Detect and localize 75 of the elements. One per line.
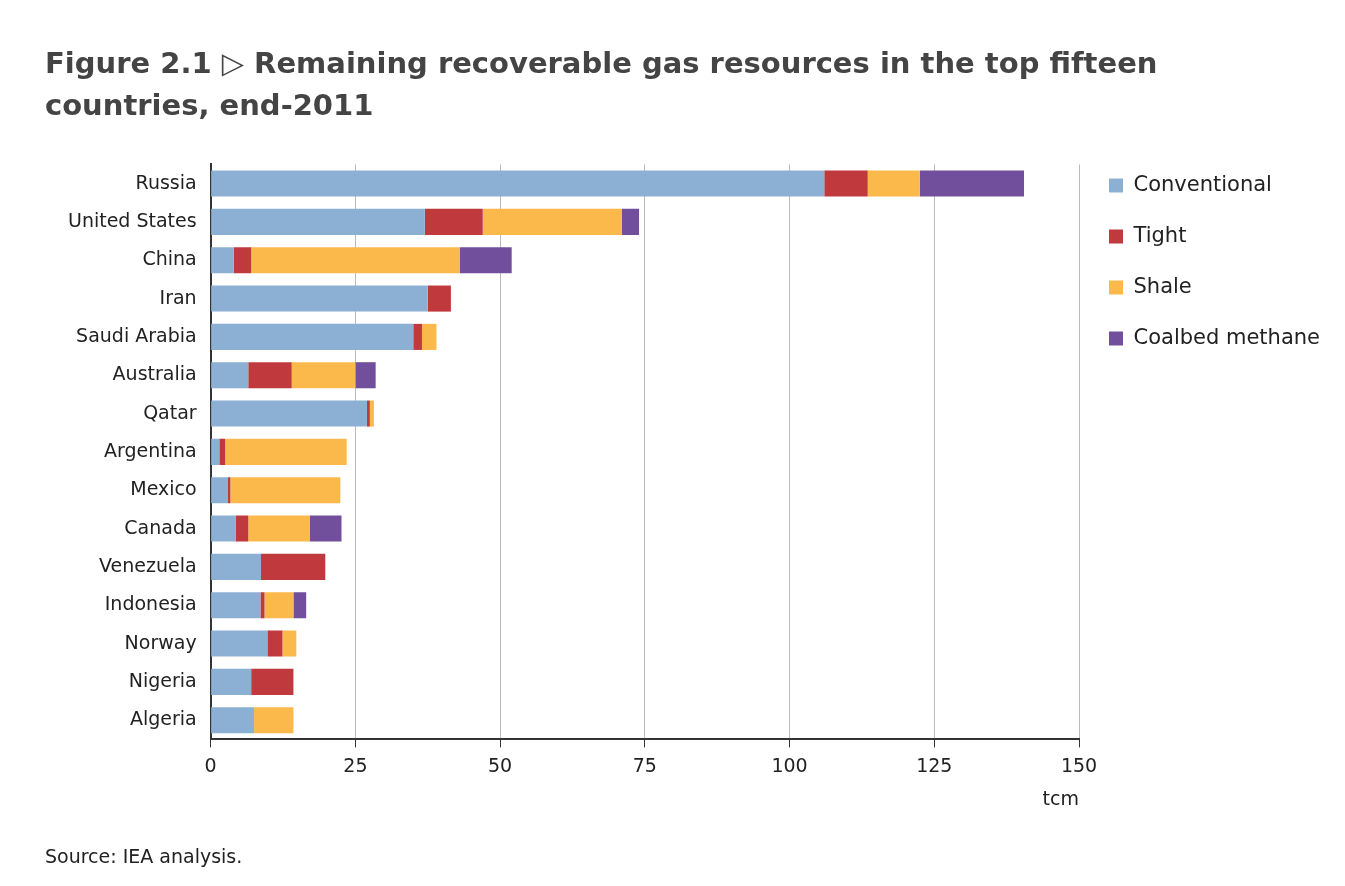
y-tick-label: Nigeria xyxy=(128,668,197,691)
bar xyxy=(235,515,249,542)
bar xyxy=(421,323,437,350)
bar xyxy=(211,477,229,504)
y-tick-label: Saudi Arabia xyxy=(76,323,197,346)
y-tick-label: Algeria xyxy=(129,707,197,730)
bar xyxy=(261,553,326,580)
source-note: Source: IEA analysis. xyxy=(45,845,243,867)
bar xyxy=(211,515,236,542)
bar xyxy=(291,362,356,389)
y-tick-label: Venezuela xyxy=(99,553,197,576)
x-tick-label: 0 xyxy=(204,753,217,776)
bar xyxy=(919,170,1025,197)
y-tick-label: Russia xyxy=(135,170,197,193)
y-tick-label: Iran xyxy=(159,285,197,308)
x-tick-label: 150 xyxy=(1060,753,1098,776)
bar xyxy=(260,592,265,619)
bar xyxy=(211,323,414,350)
bar xyxy=(248,515,310,542)
bar xyxy=(293,592,307,619)
legend-label: Shale xyxy=(1133,273,1192,298)
bar xyxy=(621,208,640,235)
bar xyxy=(211,707,255,734)
bar xyxy=(211,592,261,619)
legend-label: Coalbed methane xyxy=(1133,324,1321,349)
bar xyxy=(413,323,422,350)
y-tick-label: Mexico xyxy=(130,477,197,500)
bar xyxy=(211,400,367,427)
y-tick-label: China xyxy=(142,247,197,270)
bar xyxy=(482,208,622,235)
bar xyxy=(211,170,825,197)
bar xyxy=(282,630,297,657)
bar xyxy=(251,668,294,695)
bar xyxy=(267,630,283,657)
x-tick-label: 100 xyxy=(771,753,808,776)
bar xyxy=(225,438,347,465)
x-tick-label: 25 xyxy=(343,753,368,776)
bar xyxy=(211,668,252,695)
bar xyxy=(211,362,249,389)
bar xyxy=(254,707,294,734)
bar xyxy=(211,247,234,274)
bar xyxy=(230,477,341,504)
bar xyxy=(211,285,428,312)
y-tick-label: Argentina xyxy=(103,438,197,461)
bar xyxy=(309,515,342,542)
x-axis-title: tcm xyxy=(1042,786,1080,809)
chart-title: Figure 2.1 ▷ Remaining recoverable gas resources in the top fifteen countries, end-2011 xyxy=(45,45,1159,124)
bar xyxy=(219,438,226,465)
legend-label: Conventional xyxy=(1133,171,1272,196)
y-tick-label: Norway xyxy=(124,630,197,653)
x-tick-label: 50 xyxy=(488,753,513,776)
bar xyxy=(248,362,292,389)
y-tick-label: Indonesia xyxy=(104,592,197,615)
legend-label: Tight xyxy=(1132,222,1187,247)
y-tick-label: Qatar xyxy=(143,400,197,423)
bar xyxy=(251,247,460,274)
bar xyxy=(424,208,483,235)
x-tick-label: 75 xyxy=(632,753,657,776)
bar xyxy=(366,400,370,427)
y-tick-label: United States xyxy=(67,208,197,231)
bar xyxy=(867,170,920,197)
bar xyxy=(369,400,374,427)
bar xyxy=(264,592,294,619)
bar xyxy=(824,170,868,197)
bar xyxy=(355,362,376,389)
y-tick-label: Australia xyxy=(112,362,197,385)
bar xyxy=(211,553,262,580)
y-tick-label: Canada xyxy=(124,515,197,538)
bar xyxy=(233,247,252,274)
x-tick-label: 125 xyxy=(916,753,953,776)
bar xyxy=(211,630,268,657)
bar xyxy=(211,208,425,235)
bar xyxy=(459,247,512,274)
bar xyxy=(427,285,451,312)
bar xyxy=(211,438,220,465)
